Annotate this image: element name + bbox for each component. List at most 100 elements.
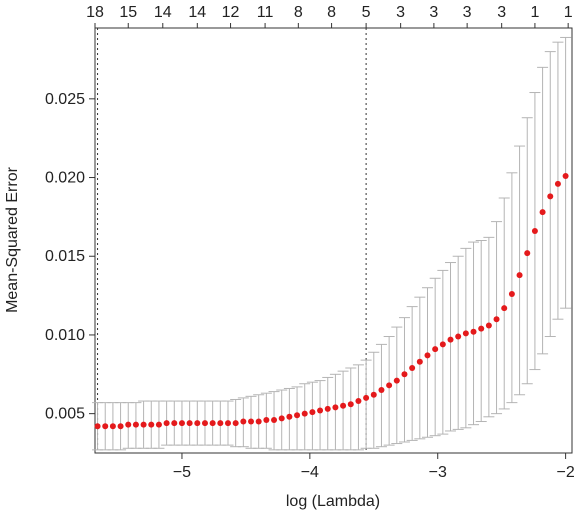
error-bar (445, 262, 457, 432)
mse-point (347, 401, 354, 408)
mse-point (140, 421, 147, 428)
mse-point (224, 420, 231, 427)
mse-point (148, 421, 155, 428)
error-bar (460, 247, 472, 429)
mse-point (478, 325, 485, 332)
error-bar (337, 370, 349, 451)
mse-point (409, 365, 416, 371)
y-tick-label: 0.025 (45, 91, 85, 108)
error-bar (329, 373, 341, 451)
mse-point (562, 172, 569, 179)
top-tick-label: 3 (463, 4, 472, 21)
y-tick-label: 0.015 (45, 248, 85, 265)
x-tick-label: −2 (556, 464, 574, 481)
mse-point (155, 421, 162, 428)
top-tick-label: 3 (429, 4, 438, 21)
error-bar (291, 386, 303, 451)
top-tick-label: 8 (327, 4, 336, 21)
error-bar (421, 287, 433, 438)
error-bar (560, 36, 572, 309)
error-bar (498, 197, 510, 410)
mse-point (232, 420, 239, 427)
error-bar (437, 269, 449, 435)
y-tick-label: 0.020 (45, 170, 85, 187)
error-bar (322, 376, 334, 451)
mse-point (102, 423, 109, 430)
mse-point (501, 305, 508, 312)
mse-point (378, 387, 385, 394)
mse-point (255, 418, 262, 425)
mse-point (294, 412, 301, 419)
mse-point (531, 228, 538, 235)
y-tick-label: 0.005 (45, 406, 85, 423)
mse-point (447, 336, 454, 343)
top-tick-label: 3 (396, 4, 405, 21)
mse-point (508, 291, 515, 298)
mse-point (524, 250, 531, 257)
error-bar (414, 296, 426, 440)
mse-point (194, 420, 201, 427)
error-bar (368, 351, 380, 449)
mse-point (178, 420, 185, 427)
mse-point (485, 322, 492, 329)
mse-point (416, 358, 423, 365)
reference-lines (97, 28, 367, 453)
top-tick-label: 12 (222, 4, 240, 21)
top-tick-label: 15 (119, 4, 137, 21)
x-tick-label: −3 (429, 464, 447, 481)
mse-point (324, 405, 331, 412)
error-bar (360, 359, 372, 449)
error-bar (391, 326, 403, 445)
mse-point (516, 272, 523, 279)
mse-point (301, 410, 308, 417)
mse-point (217, 420, 224, 427)
mse-point (94, 423, 101, 430)
mse-point (209, 420, 216, 427)
mse-point (455, 333, 462, 340)
mse-point (240, 418, 247, 425)
top-tick-label: 14 (188, 4, 206, 21)
mse-point (263, 416, 270, 423)
mse-point (355, 398, 362, 405)
mse-point (248, 418, 255, 425)
mse-point (286, 413, 293, 420)
mse-point (109, 423, 116, 430)
mse-point (201, 420, 208, 427)
mse-point (554, 180, 561, 187)
mse-point (125, 421, 132, 428)
top-tick-label: 14 (154, 4, 172, 21)
mse-points (94, 172, 569, 430)
mse-point (439, 341, 446, 348)
mse-point (317, 407, 324, 414)
mse-point (547, 193, 554, 200)
mse-point (163, 420, 170, 427)
mse-point (432, 346, 439, 353)
top-tick-label: 5 (362, 4, 371, 21)
mse-point (186, 420, 193, 427)
mse-point (117, 423, 124, 430)
y-axis-title: Mean-Squared Error (4, 166, 21, 313)
error-bar (306, 381, 318, 451)
error-bar (429, 277, 441, 437)
top-tick-label: 1 (564, 4, 573, 21)
mse-point (393, 377, 400, 384)
error-bar (345, 367, 357, 451)
mse-point (340, 402, 347, 409)
mse-point (493, 316, 500, 323)
x-axis-title: log (Lambda) (286, 493, 380, 510)
mse-point (539, 209, 546, 216)
mse-point (171, 420, 178, 427)
mse-point (332, 404, 339, 411)
error-bar (314, 380, 326, 451)
error-bar (406, 306, 418, 441)
error-bar (514, 145, 526, 396)
x-axis: −5 −4 −3 −2 (173, 453, 575, 481)
mse-point (132, 421, 139, 428)
mse-point (370, 391, 377, 398)
error-bar (352, 364, 364, 451)
top-tick-label: 3 (497, 4, 506, 21)
mse-point (462, 330, 469, 337)
top-tick-label: 18 (86, 4, 104, 21)
top-axis-nonzero-counts: 18 15 14 14 12 11 8 8 5 3 3 3 3 1 1 (86, 4, 573, 28)
